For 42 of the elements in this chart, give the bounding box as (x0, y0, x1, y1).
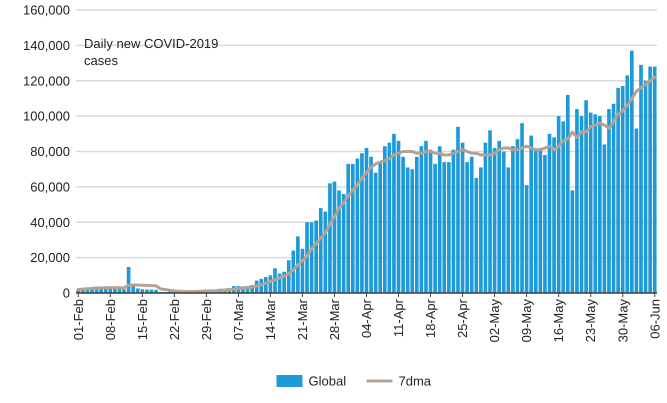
y-tick-label: 100,000 (23, 108, 70, 124)
bar (593, 114, 598, 293)
y-tick-label: 140,000 (23, 38, 70, 53)
bar (382, 146, 387, 293)
y-tick-label: 160,000 (23, 2, 70, 18)
bar (318, 208, 323, 293)
legend-label: 7dma (398, 374, 432, 389)
x-tick-label: 11-Apr (391, 298, 406, 338)
legend-label: Global (308, 374, 346, 389)
bar (346, 164, 350, 293)
bar (470, 156, 474, 293)
text: Daily new COVID-2019 cases (84, 36, 218, 68)
bar (438, 146, 442, 293)
x-tick-label: 06-Jun (647, 299, 662, 339)
x-tick-label: 25-Apr (455, 298, 470, 338)
x-tick-label: 29-Feb (198, 299, 214, 340)
x-tick-label: 16-May (551, 298, 566, 342)
y-tick-label: 120,000 (23, 73, 70, 88)
bar (529, 136, 534, 293)
y-tick-label: 40,000 (30, 214, 70, 230)
x-tick-label: 23-May (583, 298, 598, 342)
y-tick-label: 0 (62, 286, 70, 301)
y-tick-label: 60,000 (30, 179, 70, 194)
x-tick-label: 15-Feb (134, 299, 150, 340)
y-tick-label: 80,000 (30, 144, 70, 160)
x-tick-label: 28-Mar (327, 298, 342, 340)
x-tick-label: 02-May (487, 298, 502, 342)
x-tick-label: 01-Feb (70, 299, 86, 340)
x-tick-label: 21-Mar (295, 298, 310, 340)
x-tick-label: 07-Mar (230, 298, 246, 340)
x-tick-label: 04-Apr (359, 298, 374, 338)
x-tick-label: 09-May (519, 298, 534, 342)
x-tick-label: 22-Feb (166, 299, 182, 340)
bar (566, 94, 570, 293)
x-tick-label: 30-May (615, 298, 630, 342)
x-tick-label: 08-Feb (102, 299, 118, 340)
x-tick-label: 14-Mar (262, 298, 278, 340)
y-tick-label: 20,000 (30, 250, 70, 266)
x-tick-label: 18-Apr (423, 298, 438, 338)
line-series (76, 76, 656, 294)
bar (598, 116, 602, 293)
bar (652, 66, 657, 293)
